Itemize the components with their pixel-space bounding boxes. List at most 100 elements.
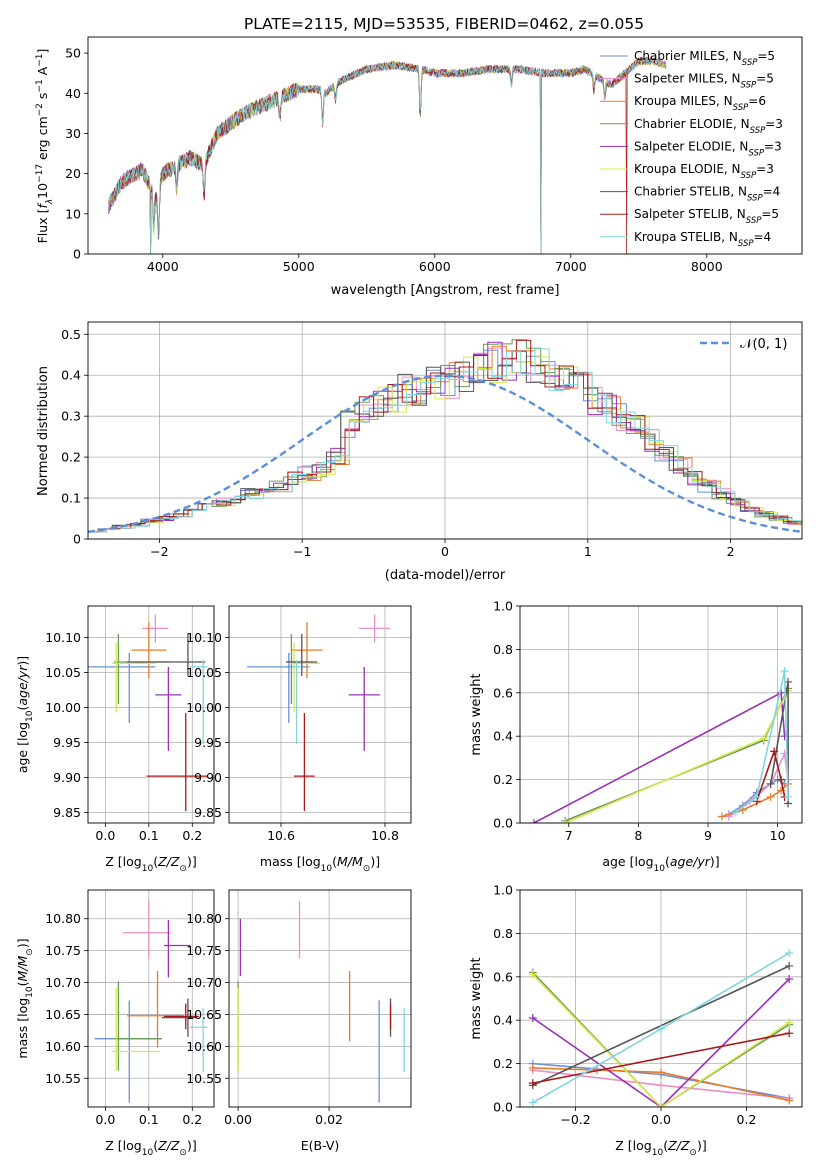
weight-marker-salpeter_elodie [528, 1014, 537, 1023]
legend-label-normal: 𝒩(0, 1) [740, 337, 787, 352]
axes-spectrum: 4000 5000 6000 7000 8000 0 10 20 30 40 50 wavelengt… [65, 36, 803, 298]
weight-marker-kroupa_miles [717, 812, 726, 821]
y-tick-label: 0.3 [61, 409, 81, 424]
y-tick-label: 10.75 [45, 943, 81, 958]
y-tick-label: 0.6 [493, 685, 513, 700]
legend-label-chabrier_stelib: Chabrier STELIB, NSSP=4 [634, 185, 780, 204]
axes-frame [228, 605, 412, 824]
x-tick-label: 0.0 [95, 828, 115, 843]
weight-marker-chabrier_stelib [766, 779, 775, 788]
histogram-xlabel: (data-model)/error [385, 568, 506, 583]
y-tick-label: 10.55 [186, 1071, 222, 1086]
y-tick-label: 10.65 [45, 1007, 81, 1022]
axes-mass_weight_vs_age: 7 8 9 10 0.0 0.2 0.4 0.6 0.8 1.0 mass weight [469, 599, 803, 843]
y-tick-label: 10.70 [45, 975, 81, 990]
weight-marker-salpeter_elodie [529, 819, 538, 823]
x-tick-label: 8000 [691, 259, 723, 274]
figure-title: PLATE=2115, MJD=53535, FIBERID=0462, z=0… [244, 15, 644, 33]
x-tick-label: 0.00 [224, 1112, 252, 1127]
x-tick-label: 0.1 [139, 828, 159, 843]
plot-area-clipWA [529, 667, 793, 823]
weight-marker-kroupa_elodie [785, 1018, 794, 1027]
y-tick-label: 0 [73, 247, 81, 262]
mass_weight_vs_Z-xlabel: Z [log10(Z/Z⊙)] [615, 1138, 706, 1158]
y-tick-label: 0.8 [493, 642, 513, 657]
y-tick-label: 9.85 [194, 805, 222, 820]
y-tick-label: 10.60 [186, 1039, 222, 1054]
y-tick-label: 0.1 [61, 491, 81, 506]
x-tick-label: 0.1 [139, 1112, 159, 1127]
y-tick-label: 9.95 [194, 735, 222, 750]
y-tick-label: 0.2 [493, 1056, 513, 1071]
y-tick-label: 0.4 [61, 368, 81, 383]
weight-marker-salpeter_elodie [785, 974, 794, 983]
weight-line-salpeter_miles [728, 750, 789, 818]
weight-line-kroupa_elodie [532, 974, 790, 1107]
y-tick-label: 9.95 [53, 735, 81, 750]
x-tick-label: 0 [441, 544, 449, 559]
spectrum-legend: Chabrier MILES, NSSP=5 Salpeter MILES, NS… [600, 49, 783, 249]
axes-mass_weight_vs_Z: −0.2 0.0 0.2 0.0 0.2 0.4 0.6 0.8 1.0 mass weight [469, 883, 803, 1127]
weight-marker-kroupa_stelib [784, 792, 793, 801]
plot-area-clipMZ [94, 900, 208, 1103]
weight-marker-salpeter_elodie [780, 732, 789, 741]
y-tick-label: 30 [65, 126, 81, 141]
x-tick-label: 8 [634, 828, 642, 843]
y-tick-label: 50 [65, 46, 81, 61]
weight-marker-salpeter_miles [657, 1081, 665, 1090]
x-tick-label: 0.2 [737, 1112, 757, 1127]
x-tick-label: 1 [584, 544, 592, 559]
histogram-ylabel: Normed distribution [36, 366, 51, 496]
weight-marker-kroupa_miles [528, 1063, 537, 1072]
weight-marker-kroupa_elodie [657, 1103, 665, 1107]
normal-curve [88, 374, 802, 533]
y-tick-label: 0.0 [493, 816, 513, 831]
weight-marker-kroupa_elodie [759, 734, 768, 743]
mass_weight_vs_age-ylabel: mass weight [469, 673, 484, 755]
mass_weight_vs_Z-ylabel: mass weight [469, 957, 484, 1039]
y-tick-label: 10.75 [186, 943, 222, 958]
weight-marker-salpeter_stelib [785, 1029, 794, 1038]
legend-label-chabrier_elodie: Chabrier ELODIE, NSSP=3 [634, 117, 783, 136]
y-tick-label: 0.4 [493, 729, 513, 744]
y-tick-label: 40 [65, 86, 81, 101]
legend-label-kroupa_stelib: Kroupa STELIB, NSSP=4 [634, 230, 771, 249]
y-tick-label: 0.2 [61, 450, 81, 465]
legend-label-salpeter_miles: Salpeter MILES, NSSP=5 [634, 72, 774, 91]
y-tick-label: 1.0 [493, 599, 513, 614]
y-tick-label: 10.10 [45, 630, 81, 645]
y-tick-label: 9.90 [194, 770, 222, 785]
x-tick-label: 0.2 [182, 1112, 202, 1127]
weight-marker-kroupa_stelib [731, 808, 740, 817]
mass_vs_Z-ylabel: mass [log10(M/M⊙)] [15, 938, 35, 1058]
weight-marker-salpeter_stelib [528, 1079, 537, 1088]
plot-area-clipWZ [528, 948, 794, 1107]
weight-marker-kroupa_miles [766, 792, 775, 801]
legend-label-chabrier_miles: Chabrier MILES, NSSP=5 [634, 49, 775, 68]
axes-age_vs_Z: 0.0 0.1 0.2 9.85 9.90 9.95 10.00 10.05 10.10 [45, 605, 215, 843]
x-tick-label: 7 [565, 828, 573, 843]
weight-marker-kroupa_stelib [657, 1024, 665, 1033]
spectrum-ylabel: Flux [fλ10−17 erg cm−2 s−1 A−1] [35, 49, 55, 244]
x-tick-label: 2 [727, 544, 735, 559]
y-tick-label: 0.6 [493, 969, 513, 984]
weight-marker-kroupa_miles [785, 1096, 794, 1105]
mass_vs_Z-xlabel: Z [log10(Z/Z⊙)] [105, 1138, 196, 1158]
weight-line-salpeter_stelib [532, 1032, 790, 1084]
y-tick-label: 10.00 [186, 700, 222, 715]
axes-frame [87, 36, 803, 255]
x-tick-label: 0.0 [651, 1112, 671, 1127]
x-tick-label: 10.8 [371, 828, 399, 843]
axes-frame [87, 889, 215, 1108]
x-tick-label: 4000 [147, 259, 179, 274]
weight-marker-kroupa_elodie [561, 819, 570, 823]
mass_vs_ebv-xlabel: E(B-V) [301, 1138, 340, 1153]
weight-line-chabrier_elodie [532, 971, 790, 1107]
weight-line-salpeter_elodie [532, 978, 790, 1107]
x-tick-label: 0.2 [182, 828, 202, 843]
y-tick-label: 10.05 [45, 665, 81, 680]
y-tick-label: 10.80 [45, 911, 81, 926]
plot-area-clipME [237, 900, 405, 1103]
weight-marker-chabrier_stelib [785, 961, 794, 970]
weight-marker-kroupa_stelib [785, 948, 794, 957]
